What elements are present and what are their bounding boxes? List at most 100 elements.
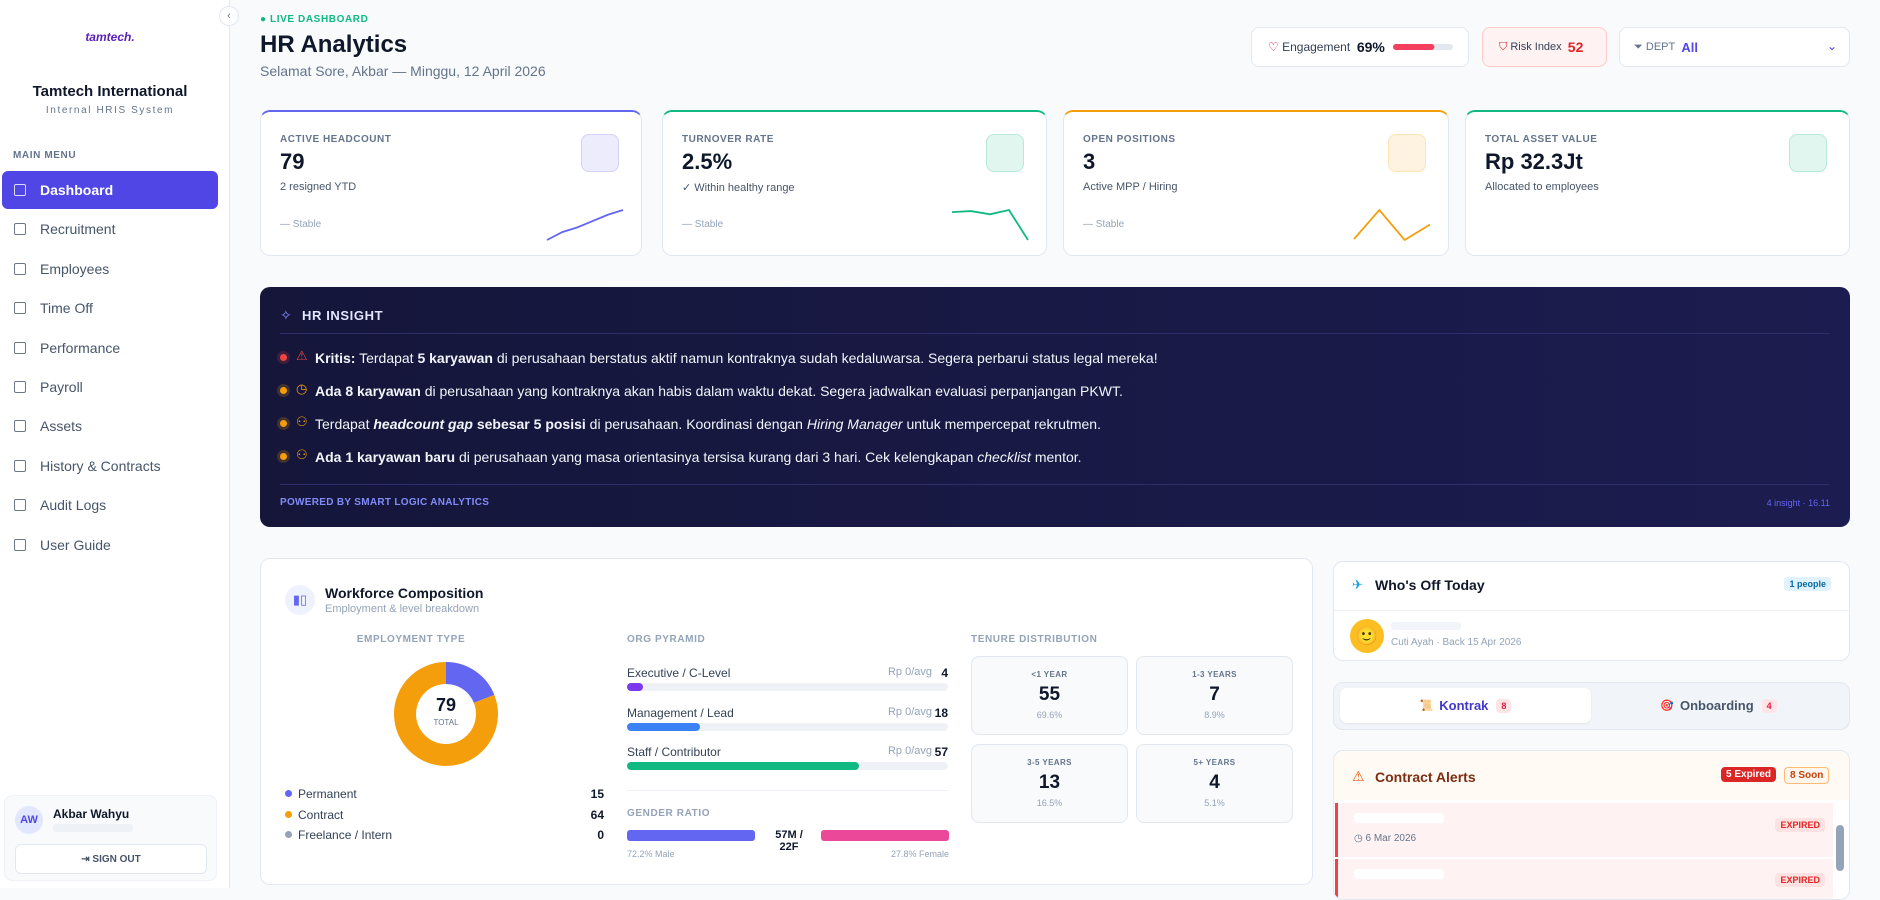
menu-text: User Guide: [40, 536, 111, 553]
level-count: 18: [934, 705, 948, 720]
severity-dot: [280, 453, 287, 460]
blur: [1391, 622, 1461, 630]
insight-panel: ✧ HR INSIGHT POWERED BY SMART LOGIC ANAL…: [260, 287, 1850, 527]
level-track: [627, 683, 948, 691]
soon-badge: 8 Soon: [1784, 767, 1830, 784]
workforce-subtitle: Employment & level breakdown: [325, 603, 480, 615]
insight-item-icon: ◷: [296, 381, 308, 396]
alert-row[interactable]: EXPIRED: [1335, 859, 1833, 899]
tab-label: Onboarding: [1680, 698, 1754, 713]
divider: [1334, 610, 1849, 611]
menu-icon: [14, 184, 26, 196]
text-segment: 5 karyawan: [417, 350, 493, 366]
dept-label: DEPT: [1645, 41, 1676, 53]
signout-button[interactable]: ⇥ SIGN OUT: [15, 844, 207, 874]
alert-row[interactable]: ◷ 6 Mar 2026 EXPIRED: [1335, 803, 1833, 857]
level-name: Management / Lead: [627, 705, 734, 720]
divider: [280, 333, 1830, 334]
menu-item[interactable]: Payroll: [2, 368, 218, 406]
insight-text: Kritis: Terdapat 5 karyawan di perusahaa…: [315, 350, 1158, 366]
level-bar: [627, 683, 644, 691]
menu-item[interactable]: Audit Logs: [2, 486, 218, 524]
collapse-button[interactable]: ‹: [219, 6, 239, 26]
menu-item[interactable]: History & Contracts: [2, 447, 218, 485]
kpi-label: OPEN POSITIONS: [1083, 134, 1176, 145]
menu-icon: [14, 341, 26, 354]
tenure-pct: 16.5%: [1036, 798, 1063, 808]
text-segment: Kritis:: [315, 350, 356, 366]
dept-select[interactable]: ⏷ DEPT All ⌄: [1619, 27, 1850, 67]
gender-ratio: 57M / 22F: [775, 829, 803, 853]
kpi-trend: — Stable: [682, 219, 724, 230]
legend-dot: [285, 831, 292, 838]
text-segment: di perusahaan yang masa orientasinya ter…: [455, 449, 978, 465]
menu-item[interactable]: User Guide: [2, 526, 218, 564]
menu-item[interactable]: Recruitment: [2, 210, 218, 248]
severity-dot: [280, 420, 287, 427]
risk-value: 52: [1567, 39, 1584, 55]
menu-item[interactable]: Time Off: [2, 289, 218, 327]
menu-item[interactable]: Employees: [2, 250, 218, 288]
tab[interactable]: 📜 Kontrak 8: [1340, 688, 1591, 723]
legend-value: 0: [597, 828, 604, 842]
menu-item[interactable]: Performance: [2, 329, 218, 367]
insight-icon: ✧: [280, 307, 292, 323]
kpi-value: 2.5%: [682, 149, 733, 174]
menu-item[interactable]: Dashboard: [2, 171, 218, 209]
section-label: GENDER RATIO: [627, 808, 711, 819]
sparkline-line: [1353, 208, 1431, 242]
status-badge: EXPIRED: [1775, 873, 1825, 887]
legend-value: 15: [590, 787, 604, 801]
legend-dot: [285, 810, 292, 818]
alerts-title: Contract Alerts: [1375, 769, 1476, 785]
legend-value: 64: [590, 807, 604, 822]
female-bar: [821, 830, 949, 841]
level-avg: Rp 0/avg: [887, 745, 932, 757]
sparkline-line: [546, 209, 624, 241]
text-segment: Terdapat: [315, 416, 374, 432]
tenure-value: 13: [1038, 772, 1061, 793]
text-segment: di perusahaan berstatus aktif namun kont…: [492, 350, 1158, 366]
menu-text: Audit Logs: [40, 497, 107, 514]
level-avg: Rp 0/avg: [887, 705, 932, 718]
menu-icon: [14, 381, 26, 393]
tab-icon: 🎯: [1660, 700, 1674, 712]
blur: [1354, 869, 1444, 879]
insight-item-icon: ⚇: [296, 447, 308, 462]
donut-chart: [394, 662, 498, 766]
tab-count: 8: [1496, 698, 1512, 713]
kpi-value: Rp 32.3Jt: [1485, 149, 1583, 174]
severity-dot: [280, 354, 287, 361]
legend-label: Contract: [298, 807, 344, 822]
level-bar: [627, 762, 859, 770]
insight-text: Terdapat headcount gap sebesar 5 posisi …: [315, 416, 1101, 432]
menu-icon: [14, 538, 26, 551]
bar-fill: [1392, 44, 1435, 50]
expired-badge: 5 Expired: [1721, 767, 1777, 782]
off-title: Who's Off Today: [1375, 577, 1485, 593]
system-name: Internal HRIS System: [45, 105, 175, 116]
level-avg: Rp 0/avg: [887, 666, 932, 678]
tenure-label: 5+ YEARS: [1193, 758, 1236, 767]
chart-icon: ▮▯: [285, 585, 315, 615]
donut-segment: [445, 662, 495, 704]
menu-text: Performance: [40, 339, 121, 356]
level-bar: [627, 722, 701, 731]
text-segment: Ada 8 karyawan: [315, 383, 421, 399]
tenure-pct: 5.1%: [1204, 798, 1225, 808]
kpi-sub: ✓ Within healthy range: [682, 182, 795, 194]
tenure-box: <1 YEAR 55 69.6%: [971, 656, 1128, 735]
tab[interactable]: 🎯 Onboarding 4: [1593, 688, 1844, 723]
menu-item[interactable]: Assets: [2, 407, 218, 445]
avatar: AW: [15, 806, 43, 834]
kpi-icon: [1789, 134, 1827, 172]
kpi-value: 79: [280, 149, 305, 174]
warning-icon: ⚠: [1352, 768, 1365, 784]
kpi-icon: [581, 134, 619, 172]
blur: [1354, 813, 1444, 823]
text-segment: sebesar 5 posisi: [472, 416, 586, 432]
tab-bar: 📜 Kontrak 8 🎯 Onboarding 4: [1333, 682, 1850, 730]
tenure-value: 4: [1209, 772, 1220, 793]
text-segment: mentor.: [1030, 449, 1082, 465]
scrollbar: [1836, 825, 1844, 871]
